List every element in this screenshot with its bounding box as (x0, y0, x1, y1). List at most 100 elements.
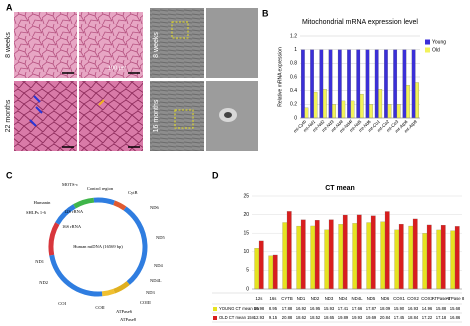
table-value: 18.65 (324, 315, 335, 320)
table-value: 16.86 (450, 315, 461, 320)
bar (328, 219, 334, 290)
bar (282, 222, 288, 290)
bar (440, 224, 446, 290)
histology-image (14, 12, 77, 78)
legend-swatch (213, 316, 217, 320)
x-tick-label: ATPase 8 (446, 296, 465, 301)
table-value: 9.15 (269, 315, 278, 320)
chart-title: CT mean (325, 185, 355, 192)
bar (394, 229, 400, 290)
bar (322, 89, 327, 119)
table-value: 17.41 (338, 306, 349, 311)
panel-label: D (212, 170, 219, 180)
x-tick-label: ND6 (381, 296, 390, 301)
y-tick-label: 0.6 (290, 74, 297, 80)
bar (341, 100, 346, 119)
bar (319, 49, 324, 119)
table-value: 19.93 (352, 315, 363, 320)
table-value: 15.68 (450, 306, 461, 311)
table-value: 17.18 (436, 315, 447, 320)
bar (369, 104, 373, 119)
table-value: 8.95 (269, 306, 278, 311)
bar (286, 211, 292, 290)
zoom-box (174, 109, 194, 129)
bar (406, 85, 410, 119)
organelle (224, 112, 232, 118)
row-label: 8 weeks (5, 32, 12, 58)
bar (254, 248, 260, 290)
panel-label: C (6, 170, 13, 180)
gene-label: 16S rRNA (62, 224, 82, 229)
table-value: 18.09 (380, 306, 391, 311)
table-value: 18.62 (296, 315, 307, 320)
bar (415, 82, 419, 119)
gene-label: COI (58, 301, 66, 306)
bar (402, 49, 407, 119)
em-image (150, 81, 204, 151)
x-tick-label: 16s (270, 296, 277, 301)
table-value: 19.69 (366, 315, 377, 320)
panel-label: A (6, 2, 13, 12)
arrow (29, 95, 43, 127)
table-value: 18.84 (408, 315, 419, 320)
gene-arc (101, 288, 115, 297)
gene-label: ATPase6 (116, 309, 133, 314)
bar (365, 49, 370, 119)
bar (356, 214, 362, 290)
bar (350, 100, 355, 119)
bar (398, 223, 404, 290)
legend-label: OLD CT mean 15m (219, 315, 256, 320)
table-value: 15.90 (394, 306, 405, 311)
gene-label: ND4L (150, 278, 162, 283)
gene-label: SHLPs 1-6 (26, 210, 47, 215)
bar (313, 91, 318, 119)
histology-panel: A 8 weeks 22 months 100 μm 8 weeks 16 mo… (5, 2, 258, 151)
genome-label: Human mtDNA (16569 bp) (73, 244, 123, 249)
em-image (206, 8, 258, 78)
table-value: 15.88 (436, 306, 447, 311)
table-value: 16.95 (310, 306, 321, 311)
x-tick-label: ND1 (297, 296, 306, 301)
bar (454, 226, 460, 290)
y-tick-label: 0.8 (290, 61, 297, 67)
y-tick-label: 5 (246, 268, 249, 274)
gene-label: ND2 (39, 280, 48, 285)
bar (332, 104, 336, 119)
gene-label: COII (95, 305, 105, 310)
table-value: 16.93 (408, 306, 419, 311)
table-value: 17.66 (352, 306, 363, 311)
gene-arc (73, 197, 95, 209)
bar (412, 218, 418, 290)
y-tick-label: 0.4 (290, 88, 297, 94)
bar (324, 229, 330, 290)
table-value: 16.92 (296, 306, 307, 311)
bar (352, 223, 358, 290)
bar (450, 230, 456, 290)
y-axis-label: Relative mRNA expression (277, 47, 283, 107)
zoom-box (171, 21, 189, 39)
x-tick-label: ATPase 6 (432, 296, 451, 301)
x-tick-label: ND5 (367, 296, 376, 301)
gene-label: ND1 (35, 259, 44, 264)
bar (378, 89, 383, 119)
y-tick-label: 1.2 (290, 33, 297, 39)
table-value: 17.87 (366, 306, 377, 311)
legend-swatch (213, 307, 217, 311)
row-label: 16 months (153, 99, 160, 132)
gene-arc (93, 197, 115, 206)
gene-arc (55, 204, 76, 225)
histology-image (79, 81, 143, 151)
gene-label: Control region (87, 186, 114, 191)
gene-label: ND4 (154, 263, 163, 268)
legend-label: Old (432, 47, 440, 53)
x-tick-label: COX1 (393, 296, 405, 301)
bar (268, 255, 274, 290)
x-tick-label: COX3 (421, 296, 433, 301)
row-label: 22 months (5, 99, 12, 132)
bar (370, 215, 376, 290)
bar (387, 104, 392, 119)
bar (328, 49, 333, 119)
histology-image (14, 81, 77, 151)
bar (296, 225, 302, 290)
table-value: 12.93 (254, 315, 265, 320)
